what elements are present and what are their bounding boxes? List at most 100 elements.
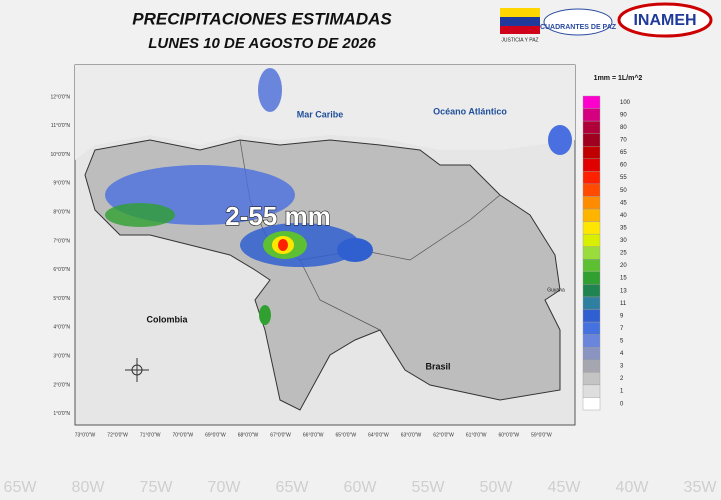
legend-swatch [582, 271, 601, 285]
latitude-label: 9°0'0"N [53, 181, 70, 187]
logo-text: CUADRANTES DE PAZ [540, 24, 617, 31]
background-longitude: 50W [480, 479, 514, 496]
legend-label: 35 [620, 225, 627, 231]
background-longitude: 35W [684, 479, 718, 496]
rain-area [278, 239, 288, 251]
longitude-label: 60°0'0"W [499, 432, 520, 438]
legend-title: 1mm = 1L/m^2 [594, 74, 643, 82]
background-longitude: 65W [4, 479, 38, 496]
legend-swatch [582, 171, 601, 185]
legend-swatch [582, 183, 601, 197]
legend-swatch [582, 384, 601, 398]
legend: 1009080706560555045403530252015131197543… [582, 95, 631, 411]
longitude-label: 62°0'0"W [433, 432, 454, 438]
latitude-label: 11°0'0"N [51, 123, 70, 129]
longitude-label: 70°0'0"W [173, 432, 194, 438]
longitude-label: 63°0'0"W [401, 432, 422, 438]
background-longitude: 75W [140, 479, 174, 496]
legend-swatch [582, 120, 601, 134]
background-longitudes: 65W 80W 75W 70W 65W 60W 55W 50W 45W 40W 35W [4, 479, 718, 496]
logo [617, 2, 713, 38]
legend-label: 100 [620, 100, 631, 106]
legend-label: 90 [620, 112, 627, 118]
logo-text: INAMEH [633, 12, 696, 29]
background-longitude: 60W [344, 479, 378, 496]
legend-label: 11 [620, 301, 627, 307]
legend-swatch [582, 146, 601, 160]
background-longitude: 45W [548, 479, 582, 496]
legend-swatch [582, 95, 601, 109]
map-label: Mar Caribe [297, 109, 344, 119]
longitude-label: 71°0'0"W [140, 432, 161, 438]
longitude-label: 67°0'0"W [270, 432, 291, 438]
rain-range: 2-55 mm [225, 201, 331, 231]
latitude-label: 5°0'0"N [53, 296, 70, 302]
legend-label: 40 [620, 213, 627, 219]
logo-text: JUSTICIA Y PAZ [501, 37, 538, 43]
longitude-label: 66°0'0"W [303, 432, 324, 438]
legend-label: 3 [620, 364, 624, 370]
legend-swatch [582, 334, 601, 348]
background-longitude: 40W [616, 479, 650, 496]
longitude-label: 69°0'0"W [205, 432, 226, 438]
legend-swatch [582, 309, 601, 323]
rain-area [258, 68, 282, 112]
longitude-label: 73°0'0"W [75, 432, 96, 438]
legend-label: 0 [620, 401, 624, 407]
longitude-label: 68°0'0"W [238, 432, 259, 438]
legend-label: 9 [620, 313, 624, 319]
background-longitude: 65W [276, 479, 310, 496]
legend-swatch [582, 359, 601, 373]
legend-swatch [582, 233, 601, 247]
legend-label: 70 [620, 138, 627, 144]
legend-label: 25 [620, 251, 627, 257]
latitude-label: 1°0'0"N [53, 411, 70, 417]
longitude-label: 61°0'0"W [466, 432, 487, 438]
legend-label: 80 [620, 125, 627, 131]
logo [543, 8, 613, 36]
legend-label: 50 [620, 188, 627, 194]
legend-label: 65 [620, 150, 627, 156]
title: PRECIPITACIONES ESTIMADAS [132, 9, 392, 28]
legend-swatch [582, 296, 601, 310]
legend-label: 1 [620, 389, 624, 395]
latitude-label: 8°0'0"N [53, 210, 70, 216]
legend-label: 60 [620, 163, 627, 169]
legend-swatch [582, 196, 601, 210]
longitude-label: 72°0'0"W [107, 432, 128, 438]
map-label: Océano Atlántico [433, 106, 507, 116]
legend-swatch [582, 108, 601, 122]
flag [500, 17, 540, 26]
longitude-labels: 73°0'0"W 72°0'0"W 71°0'0"W 70°0'0"W 69°0'0"W… [75, 432, 552, 438]
background-longitude: 70W [208, 479, 242, 496]
longitude-label: 59°0'0"W [531, 432, 552, 438]
legend-swatch [582, 372, 601, 386]
legend-label: 7 [620, 326, 624, 332]
rain-area [105, 203, 175, 227]
latitude-label: 4°0'0"N [53, 325, 70, 331]
background-longitude: 80W [72, 479, 106, 496]
legend-swatch [582, 133, 601, 147]
longitude-label: 65°0'0"W [336, 432, 357, 438]
map-label: Colombia [146, 314, 188, 324]
legend-swatch [582, 397, 601, 411]
rain-area [548, 125, 572, 155]
legend-label: 20 [620, 263, 627, 269]
flag [500, 26, 540, 34]
latitude-label: 7°0'0"N [53, 238, 70, 244]
longitude-label: 64°0'0"W [368, 432, 389, 438]
legend-swatch [582, 208, 601, 222]
state-borders [299, 259, 381, 331]
rain-area [259, 305, 271, 325]
legend-swatch [582, 284, 601, 298]
legend-swatch [582, 347, 601, 360]
map-label: Brasil [425, 361, 450, 371]
legend-swatch [582, 259, 601, 273]
legend-label: 55 [620, 175, 627, 181]
latitude-label: 10°0'0"N [51, 152, 71, 158]
rain-area [337, 238, 373, 262]
legend-label: 13 [620, 288, 627, 294]
subtitle: LUNES 10 DE AGOSTO DE 2026 [148, 35, 376, 52]
